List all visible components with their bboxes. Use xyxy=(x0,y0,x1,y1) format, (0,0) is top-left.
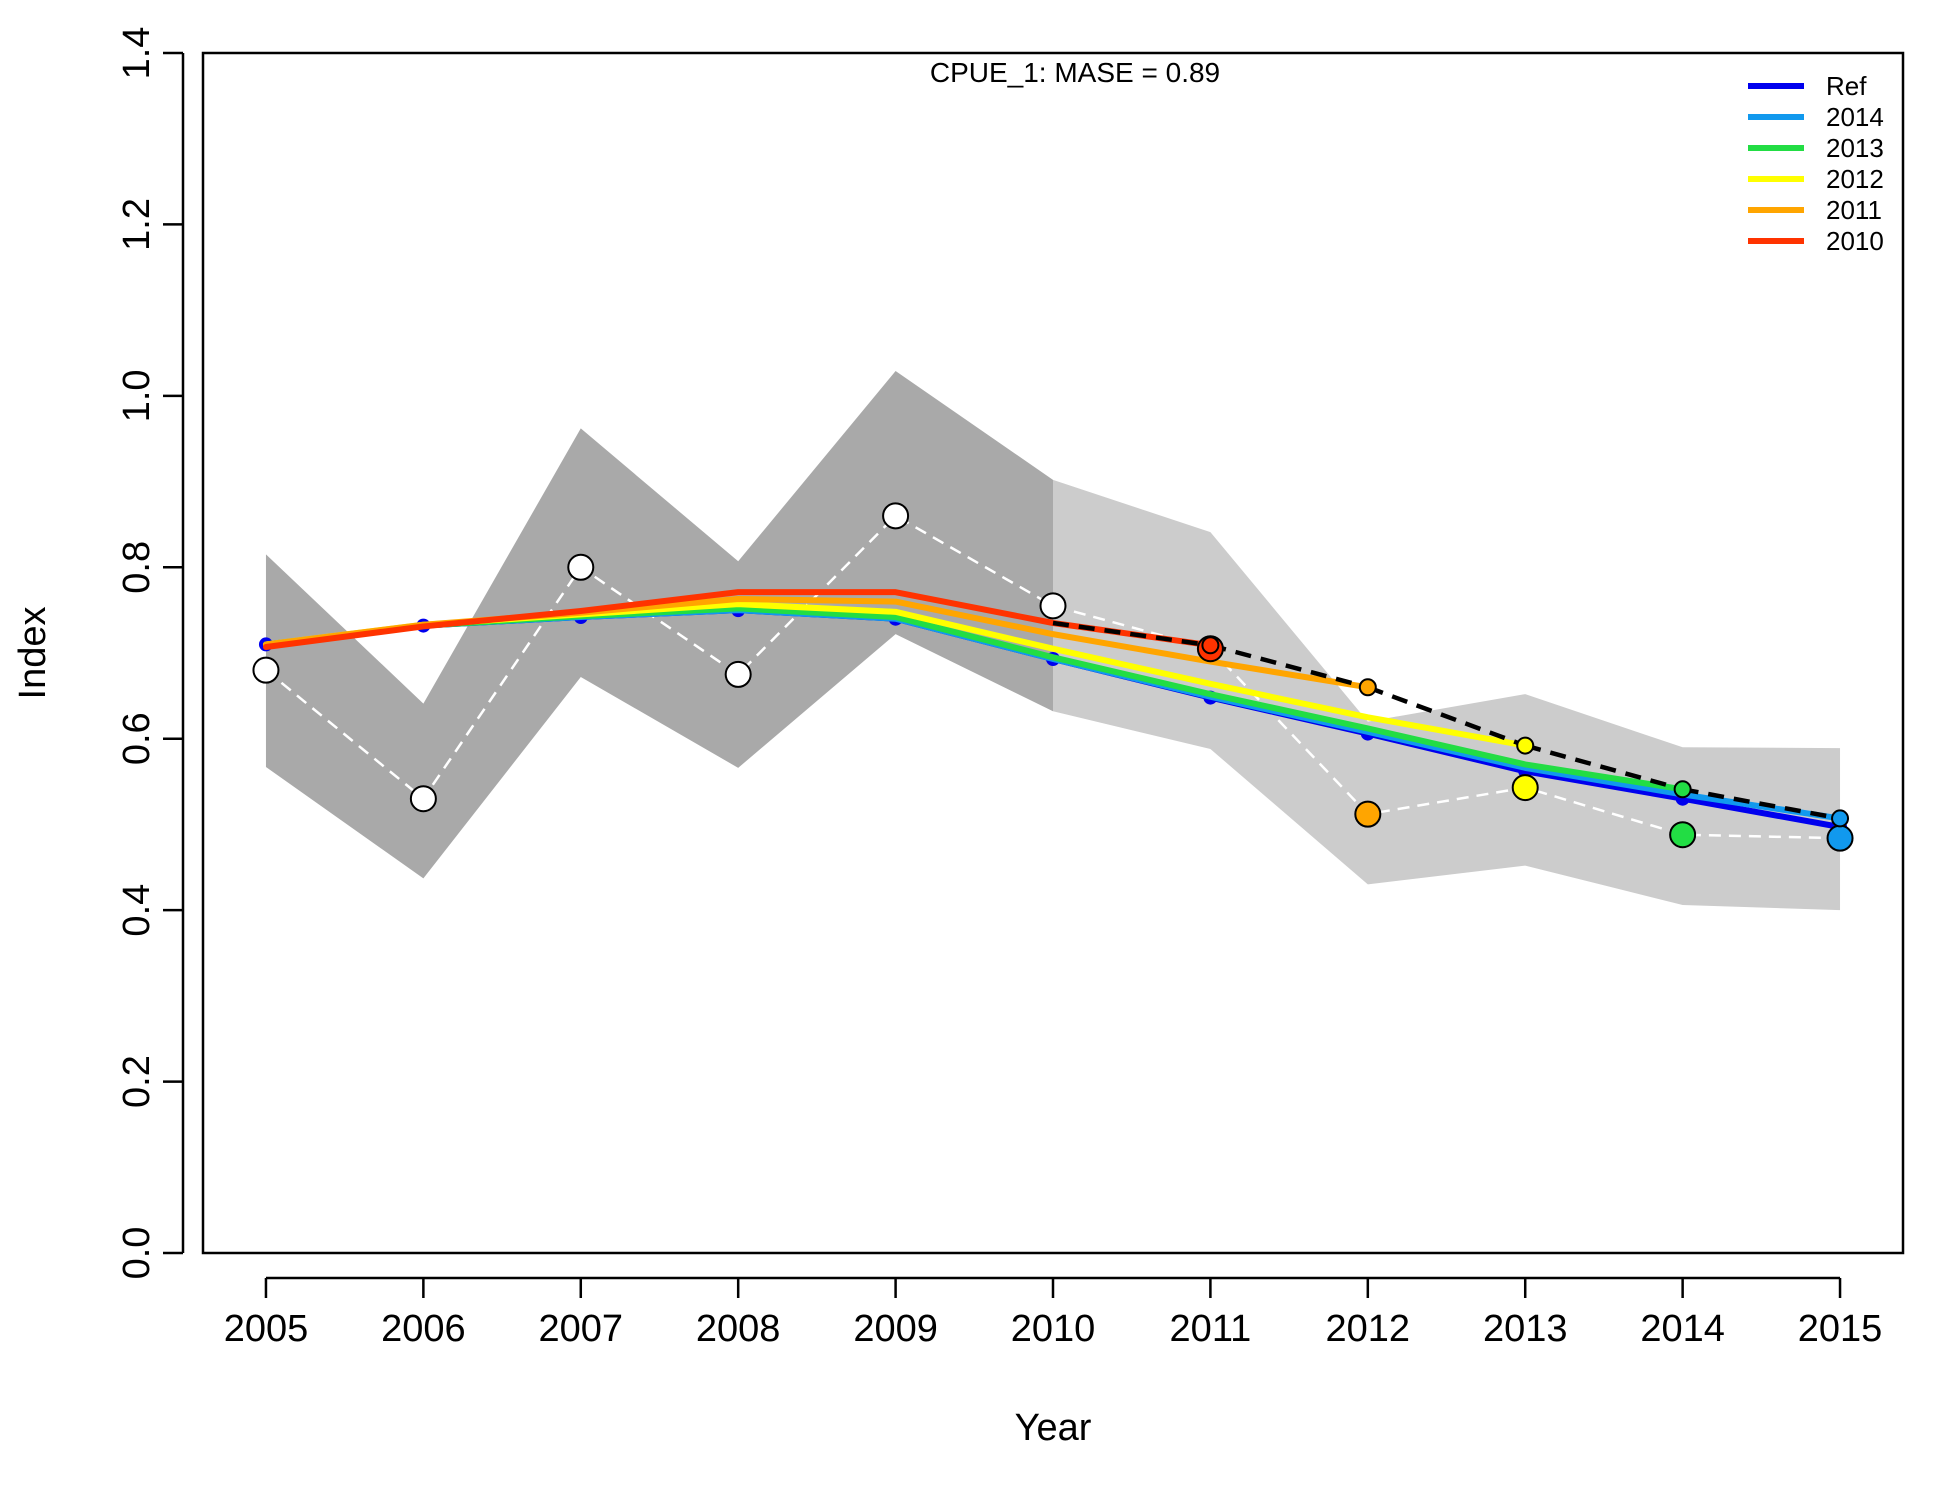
prediction-point xyxy=(1358,678,1377,697)
forecast-link xyxy=(1524,743,1684,792)
forecast-link xyxy=(1209,643,1369,690)
observed-point xyxy=(409,785,437,813)
y-tick-label: 1.0 xyxy=(116,369,158,422)
legend-label-2013: 2013 xyxy=(1826,133,1884,163)
data-points xyxy=(252,502,1854,852)
x-tick-label: 2007 xyxy=(539,1308,624,1350)
x-tick-label: 2008 xyxy=(696,1308,781,1350)
observed-line-group xyxy=(265,514,1841,840)
ci-band-forecast xyxy=(1053,479,1841,911)
x-tick-label: 2014 xyxy=(1640,1308,1725,1350)
legend-label-ref: Ref xyxy=(1826,71,1867,101)
observed-point xyxy=(252,656,280,684)
confidence-bands xyxy=(265,371,1841,911)
ci-band-fit xyxy=(265,371,1053,879)
prediction-point xyxy=(1201,636,1220,655)
prediction-point xyxy=(1831,809,1850,828)
y-tick-label: 0.8 xyxy=(116,541,158,594)
observed-point xyxy=(1511,774,1539,802)
y-tick-label: 0.6 xyxy=(116,712,158,765)
legend-label-2014: 2014 xyxy=(1826,102,1884,132)
observed-point xyxy=(1354,800,1382,828)
chart-title: CPUE_1: MASE = 0.89 xyxy=(930,57,1220,88)
y-axis-title: Index xyxy=(12,607,54,700)
y-tick-label: 0.2 xyxy=(116,1055,158,1108)
forecast-links xyxy=(1052,620,1841,821)
legend-label-2012: 2012 xyxy=(1826,164,1884,194)
observed-point xyxy=(1669,821,1697,849)
observed-point xyxy=(1826,824,1854,852)
y-tick-label: 0.0 xyxy=(116,1227,158,1280)
forecast-link xyxy=(1682,787,1841,821)
observed-line xyxy=(265,514,1841,840)
forecast-link xyxy=(1052,620,1211,648)
x-tick-label: 2015 xyxy=(1798,1308,1883,1350)
observed-point xyxy=(882,502,910,530)
x-tick-label: 2012 xyxy=(1326,1308,1411,1350)
y-tick-label: 1.2 xyxy=(116,198,158,251)
legend-label-2010: 2010 xyxy=(1826,226,1884,256)
observed-point xyxy=(724,660,752,688)
prediction-point xyxy=(1673,780,1692,799)
y-tick-label: 1.4 xyxy=(116,27,158,80)
forecast-link xyxy=(1367,685,1527,748)
x-tick-label: 2010 xyxy=(1011,1308,1096,1350)
x-tick-label: 2005 xyxy=(224,1308,309,1350)
y-tick-label: 0.4 xyxy=(116,884,158,937)
observed-point xyxy=(1039,592,1067,620)
observed-point xyxy=(567,553,595,581)
plot-frame xyxy=(201,51,1905,1255)
axes: 0.0 0.2 0.4 0.6 0.8 1.0 1.2 1.4 2005 2006 2007 2008… xyxy=(116,27,1882,1350)
series-lines xyxy=(258,589,1848,834)
legend-label-2011: 2011 xyxy=(1826,195,1882,225)
prediction-point xyxy=(1516,736,1535,755)
x-tick-label: 2009 xyxy=(853,1308,938,1350)
x-tick-label: 2011 xyxy=(1170,1308,1252,1350)
x-tick-label: 2013 xyxy=(1483,1308,1568,1350)
x-tick-label: 2006 xyxy=(381,1308,466,1350)
x-axis-title: Year xyxy=(1015,1407,1092,1449)
